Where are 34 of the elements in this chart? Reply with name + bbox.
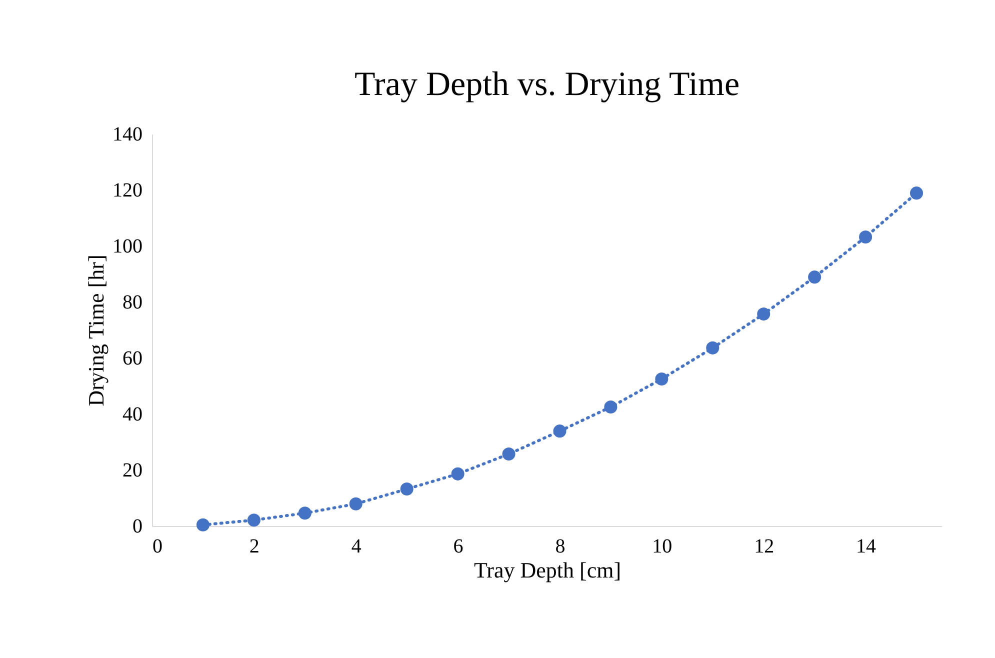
point [604, 400, 618, 414]
point [196, 518, 210, 532]
point [910, 186, 924, 200]
point [553, 424, 566, 438]
y-tick-label: 100 [112, 236, 142, 258]
point [349, 497, 362, 510]
point [757, 308, 770, 321]
point [451, 467, 464, 480]
point [247, 514, 260, 527]
point [655, 372, 668, 386]
x-tick-label: 14 [856, 536, 876, 558]
x-tick-label: 12 [754, 536, 774, 558]
y-tick-label: 140 [112, 124, 142, 146]
chart-title: Tray Depth vs. Drying Time [354, 66, 740, 103]
point [400, 482, 414, 496]
y-axis-title: Drying Time [hr] [84, 254, 108, 406]
x-tick-label: 2 [249, 536, 260, 558]
point [502, 448, 516, 461]
y-tick-label: 60 [122, 348, 142, 370]
x-tick-label: 0 [152, 536, 162, 558]
y-tick-label: 20 [122, 460, 142, 482]
point [859, 230, 872, 244]
x-tick-label: 6 [453, 536, 464, 558]
x-axis-title: Tray Depth [cm] [474, 558, 622, 582]
point [808, 270, 822, 284]
x-tick-label: 10 [652, 536, 672, 558]
y-tick-label: 120 [112, 180, 142, 202]
y-tick-label: 0 [132, 516, 142, 538]
point [706, 341, 720, 354]
point [298, 506, 312, 520]
y-tick-label: 80 [122, 292, 142, 314]
x-tick-label: 4 [351, 536, 362, 558]
y-tick-label: 40 [122, 404, 142, 426]
x-tick-label: 8 [555, 536, 566, 558]
